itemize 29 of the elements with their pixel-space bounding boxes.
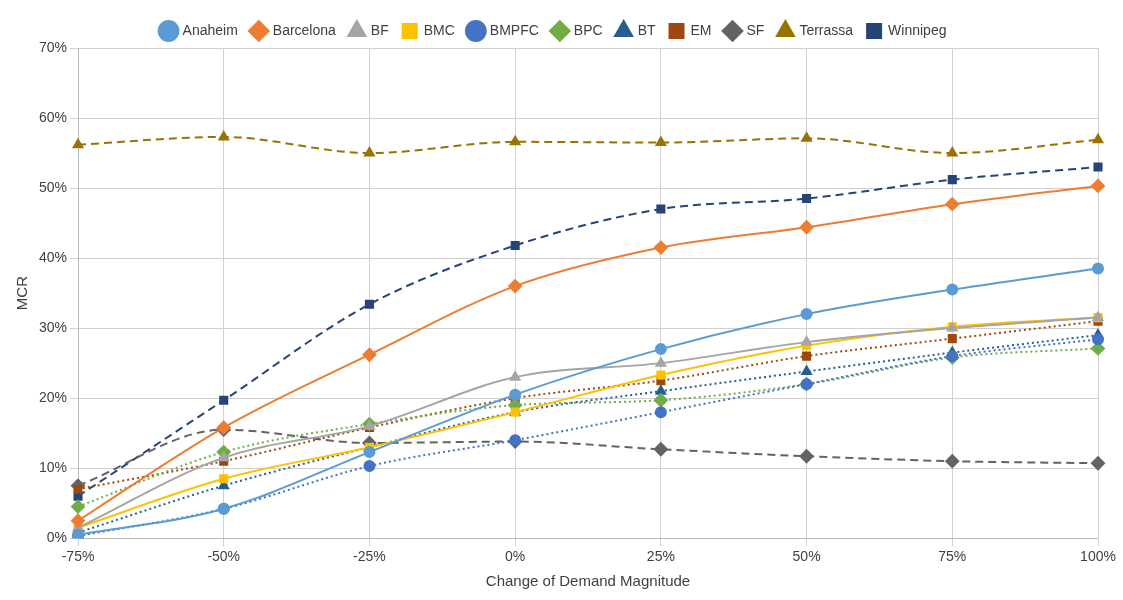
legend-label: BMPFC [489,21,539,38]
legend-label: SF [746,21,765,38]
y-tick-label: 10% [38,459,68,476]
y-tick-label: 20% [38,389,68,405]
legend-label: Winnipeg [888,21,947,38]
x-tick-label: 50% [792,548,821,565]
x-tick-label: -75% [61,548,95,565]
y-axis-title: MCR [13,275,31,311]
x-tick-label: -50% [207,548,241,565]
x-tick-label: 100% [1080,548,1116,565]
legend-label: Terrassa [799,21,854,38]
legend-label: EM [690,21,712,38]
x-tick-label: 75% [938,548,967,565]
y-tick-label: 40% [38,248,68,265]
legend-label: BT [637,21,656,38]
legend-label: BMC [423,21,455,38]
y-tick-label: 30% [38,318,68,335]
y-tick-label: 50% [38,178,68,195]
y-tick-label: 70% [38,38,68,55]
legend-label: Anaheim [182,21,238,38]
x-axis-title: Change of Demand Magnitude [485,572,691,590]
x-tick-label: -25% [353,548,386,565]
legend-label: Barcelona [272,21,337,38]
legend-label: BF [370,21,389,38]
x-tick-label: 25% [646,548,675,565]
y-tick-label: 0% [46,529,68,546]
x-tick-label: 0% [505,548,526,565]
y-tick-label: 60% [38,108,68,125]
legend-label: BPC [573,21,603,38]
